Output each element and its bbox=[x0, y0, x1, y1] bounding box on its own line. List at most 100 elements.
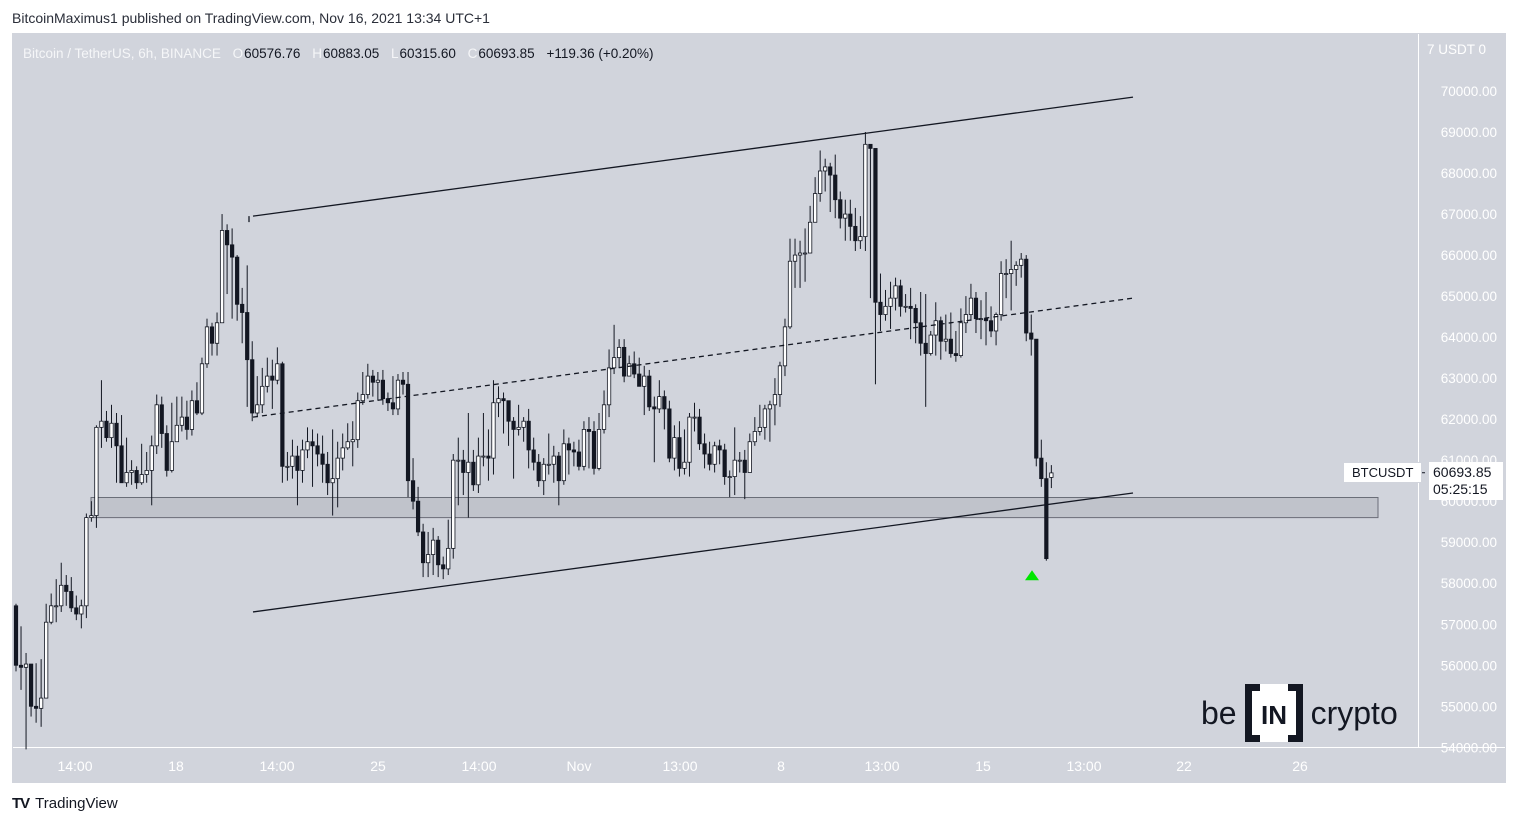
candle bbox=[933, 302, 938, 356]
candle bbox=[59, 562, 64, 612]
candle bbox=[898, 279, 903, 317]
candle bbox=[149, 435, 154, 506]
candle-body-up bbox=[496, 398, 501, 404]
time-tick-label: Nov bbox=[567, 758, 592, 774]
candle bbox=[109, 404, 114, 448]
candle-body-up bbox=[787, 260, 793, 328]
candle-body-up bbox=[124, 472, 129, 484]
candle-body-up bbox=[340, 447, 345, 459]
candle bbox=[355, 392, 360, 448]
candle bbox=[255, 376, 260, 418]
chart-frame[interactable]: 70000.00 69000.00 68000.00 67000.00 66000.00… bbox=[12, 33, 1506, 783]
candle bbox=[1049, 465, 1054, 489]
candle bbox=[712, 441, 717, 473]
candle-body-down bbox=[486, 455, 491, 459]
candle bbox=[69, 577, 74, 612]
candle-body-down bbox=[622, 346, 627, 377]
bar-countdown: 05:25:15 bbox=[1433, 481, 1488, 497]
candle-body-down bbox=[245, 312, 250, 361]
candle-body-up bbox=[23, 663, 29, 668]
candle-body-down bbox=[853, 225, 858, 242]
candle-body-up bbox=[375, 379, 380, 383]
price-tick-label: 69000.00 bbox=[1441, 125, 1497, 140]
candle bbox=[561, 429, 566, 485]
candle bbox=[742, 449, 747, 500]
candle-body-up bbox=[260, 385, 265, 406]
tradingview-logo-icon: TV bbox=[12, 795, 30, 812]
candle bbox=[622, 339, 627, 383]
candle-body-up bbox=[335, 457, 340, 480]
candle-body-down bbox=[34, 705, 39, 709]
candle bbox=[305, 427, 310, 459]
candle bbox=[290, 439, 295, 479]
candle bbox=[295, 445, 300, 506]
candle-body-down bbox=[471, 461, 476, 486]
candle-body-up bbox=[179, 416, 184, 426]
candle bbox=[39, 659, 44, 727]
legend-open: 60576.76 bbox=[244, 46, 301, 61]
candle bbox=[74, 595, 79, 621]
candle bbox=[647, 369, 652, 411]
candle-body-down bbox=[848, 213, 853, 227]
candle bbox=[581, 421, 587, 471]
candle-body-up bbox=[446, 547, 451, 570]
candle-body-up bbox=[727, 476, 732, 478]
price-tick-label: 64000.00 bbox=[1441, 330, 1497, 345]
candle bbox=[415, 486, 421, 537]
candle bbox=[637, 357, 642, 387]
candle-body-up bbox=[89, 515, 94, 519]
candle bbox=[757, 404, 762, 436]
candle bbox=[1034, 338, 1039, 467]
channel-support[interactable] bbox=[252, 492, 1134, 613]
candle-body-down bbox=[667, 408, 672, 459]
candle-body-down bbox=[526, 420, 531, 451]
candle-body-down bbox=[571, 449, 576, 453]
candle-body-up bbox=[858, 236, 863, 242]
candle-body-down bbox=[209, 326, 215, 344]
candle-body-up bbox=[808, 221, 813, 254]
candle bbox=[928, 330, 933, 356]
candle-body-up bbox=[682, 461, 687, 469]
candle bbox=[345, 423, 350, 450]
candle-body-down bbox=[1029, 332, 1034, 340]
candle-body-up bbox=[888, 297, 893, 307]
candle bbox=[285, 451, 290, 481]
candle bbox=[325, 451, 330, 496]
candle-body-up bbox=[426, 554, 431, 564]
logo-bracket-icon: IN bbox=[1244, 684, 1303, 742]
candle-body-down bbox=[586, 429, 592, 432]
candle bbox=[219, 214, 225, 324]
candle bbox=[888, 281, 893, 329]
candle-body-up bbox=[551, 455, 556, 465]
footer-branding[interactable]: TV TradingView bbox=[12, 795, 118, 812]
candle-body-down bbox=[536, 461, 541, 482]
candle-body-down bbox=[873, 148, 878, 303]
candle bbox=[893, 277, 898, 311]
candle-body-down bbox=[28, 663, 34, 707]
candle bbox=[23, 652, 29, 750]
candle-body-down bbox=[325, 463, 330, 484]
channel-resistance[interactable] bbox=[252, 96, 1134, 217]
candle-body-up bbox=[642, 375, 647, 387]
channel-midline[interactable] bbox=[252, 297, 1134, 418]
candle-body-up bbox=[958, 322, 963, 356]
candle-body-down bbox=[18, 664, 24, 668]
candle bbox=[144, 451, 149, 483]
candle-body-down bbox=[591, 431, 597, 469]
candle-body-up bbox=[214, 322, 220, 344]
candle-body-up bbox=[481, 455, 486, 458]
candle bbox=[948, 312, 953, 358]
candle bbox=[787, 238, 793, 329]
candle bbox=[591, 421, 597, 475]
candle-body-down bbox=[1034, 338, 1039, 459]
price-axis-unit[interactable]: 7 USDT 0 bbox=[1427, 42, 1487, 57]
candle-body-down bbox=[908, 305, 913, 309]
candle bbox=[541, 458, 546, 496]
candle-body-up bbox=[757, 426, 762, 432]
price-chart[interactable]: 70000.00 69000.00 68000.00 67000.00 66000.00… bbox=[13, 34, 1506, 783]
candle-body-up bbox=[39, 697, 44, 709]
candle-body-down bbox=[134, 470, 139, 484]
candle-body-up bbox=[139, 474, 144, 484]
candle bbox=[245, 265, 250, 407]
candle-body-up bbox=[546, 463, 551, 466]
